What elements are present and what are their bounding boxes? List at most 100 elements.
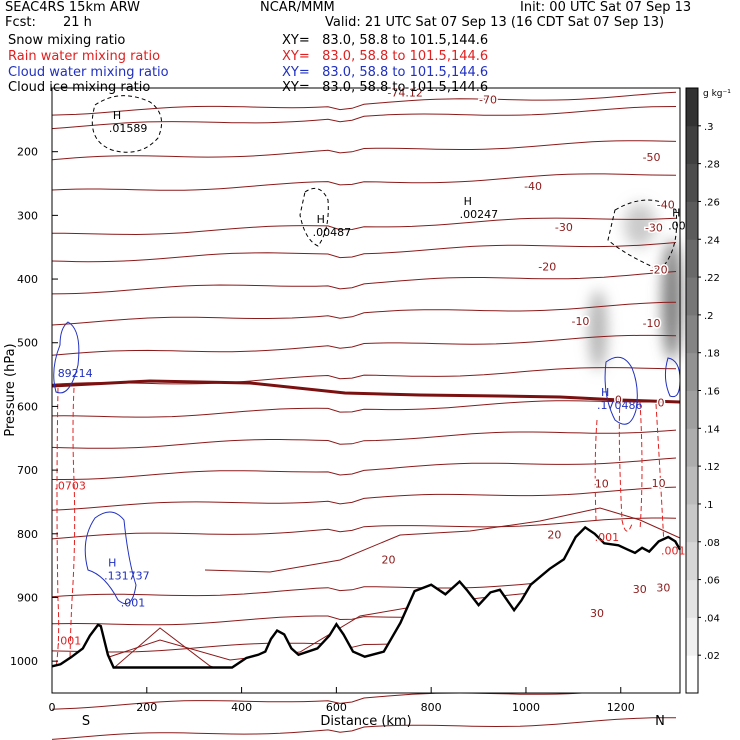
- colorbar-swatch: [686, 655, 698, 694]
- colorbar-swatch: [686, 503, 698, 543]
- extremum-marker: H: [108, 557, 116, 570]
- x-tick-label: 1200: [607, 701, 635, 714]
- temperature-contours: [51, 91, 681, 740]
- xy-cloudwater: XY= 83.0, 58.8 to 101.5,144.6: [282, 65, 489, 80]
- rain-contour: [594, 419, 598, 521]
- freezing-level-contour: [51, 379, 681, 404]
- colorbar-tick-label: .16: [704, 387, 720, 398]
- colorbar-tick-label: .26: [704, 197, 720, 208]
- temperature-contour: [51, 517, 677, 540]
- extremum-value: .170486: [597, 399, 643, 412]
- x-tick-label: 1000: [512, 701, 540, 714]
- ice-shade-b: [662, 240, 682, 360]
- temperature-contour: [51, 173, 677, 191]
- rain-contour: [55, 387, 60, 669]
- temperature-contour-label: 20: [547, 528, 561, 541]
- ice-shading: [589, 203, 682, 370]
- temperature-contour: [51, 91, 677, 116]
- colorbar-swatch: [686, 466, 698, 505]
- colorbar-tick-label: .12: [704, 462, 720, 473]
- colorbar-tick-label: .18: [704, 349, 720, 360]
- x-tick-label: 400: [231, 701, 252, 714]
- y-tick-label: 200: [17, 146, 38, 159]
- temperature-contour: [51, 367, 677, 385]
- y-tick-label: 600: [17, 400, 38, 413]
- terrain-line: [51, 525, 682, 669]
- field-cloudwater-label: Cloud water mixing ratio: [8, 65, 169, 80]
- temperature-contour-label: -20: [538, 260, 556, 273]
- colorbar-swatch: [686, 239, 698, 278]
- extremum-marker: H: [601, 386, 609, 399]
- extremum-value: .01589: [109, 122, 148, 135]
- snow-contour: [299, 187, 329, 247]
- temperature-contour: [51, 334, 677, 356]
- colorbar-tick-label: .24: [704, 235, 720, 246]
- temperature-contour: [51, 429, 677, 449]
- model-title: SEAC4RS 15km ARW: [5, 0, 141, 15]
- temperature-contour-label: 20: [382, 553, 396, 566]
- center-name: NCAR/MMM: [260, 0, 335, 15]
- colorbar-swatch: [686, 163, 698, 202]
- temperature-contour: [51, 301, 677, 326]
- extremum-value: .00487: [313, 226, 352, 239]
- colorbar-tick-label: .02: [704, 651, 720, 662]
- y-tick-label: 900: [17, 591, 38, 604]
- rain-contours: [55, 387, 665, 669]
- cloudwater-contours: [53, 321, 681, 605]
- x-tick-label: 200: [136, 701, 157, 714]
- north-label: N: [655, 714, 665, 729]
- temperature-contour-label: -40: [524, 180, 542, 193]
- colorbar-tick-label: .2: [704, 311, 714, 322]
- colorbar-tick-label: .1: [704, 500, 714, 511]
- temperature-contour-label: -30: [645, 221, 663, 234]
- colorbar-swatch: [686, 352, 698, 391]
- temperature-contour: [51, 400, 677, 418]
- colorbar-swatch: [686, 277, 698, 316]
- colorbar-swatch: [686, 579, 698, 618]
- colorbar-swatch: [686, 88, 698, 127]
- colorbar-tick-label: .06: [704, 576, 720, 587]
- ice-shade-a: [589, 290, 607, 370]
- temperature-contour-label: 10: [652, 477, 666, 490]
- temperature-contour-label: -50: [643, 151, 661, 164]
- colorbar-tick-label: .28: [704, 160, 720, 171]
- colorbar-swatch: [686, 201, 698, 240]
- temperature-contour-label: -10: [571, 315, 589, 328]
- temperature-contour-label: 30: [656, 581, 670, 594]
- temperature-contour-label: -70: [479, 93, 497, 106]
- y-axis-label: Pressure (hPa): [3, 343, 18, 436]
- temperature-contour: [51, 486, 677, 511]
- colorbar-swatch: [686, 617, 698, 656]
- colorbar-swatch: [686, 541, 698, 581]
- extremum-value: 89214: [58, 367, 93, 380]
- temperature-contour: [51, 217, 677, 236]
- rain-contour: [639, 401, 643, 531]
- temperature-contour: [52, 457, 677, 480]
- terrain-fill: [52, 527, 680, 693]
- colorbar-swatch: [686, 390, 698, 429]
- cloudwater-contour: [664, 357, 681, 398]
- rain-contour: [69, 387, 76, 669]
- y-tick-label: 300: [17, 209, 38, 222]
- xy-snow: XY= 83.0, 58.8 to 101.5,144.6: [282, 33, 489, 48]
- xy-cloudice: XY= 83.0, 58.8 to 101.5,144.6: [282, 80, 489, 95]
- y-tick-label: 1000: [10, 655, 38, 668]
- extremum-marker: H: [464, 195, 472, 208]
- extremum-value: .001: [661, 544, 686, 557]
- colorbar-swatch: [686, 428, 698, 467]
- temperature-contour-label: -30: [555, 221, 573, 234]
- field-rain-label: Rain water mixing ratio: [8, 49, 161, 64]
- y-tick-label: 700: [17, 464, 38, 477]
- y-tick-label: 400: [17, 273, 38, 286]
- colorbar-tick-label: .3: [704, 122, 714, 133]
- init-time: Init: 00 UTC Sat 07 Sep 13: [520, 0, 692, 15]
- temperature-contour: [51, 106, 677, 130]
- y-tick-label: 500: [17, 337, 38, 350]
- extremum-value: .131737: [104, 570, 150, 583]
- x-tick-label: 0: [49, 701, 56, 714]
- cloudwater-contour: [604, 356, 638, 425]
- snow-contours: [91, 95, 678, 271]
- ice-shade-c: [624, 203, 656, 247]
- colorbar-tick-label: .22: [704, 273, 720, 284]
